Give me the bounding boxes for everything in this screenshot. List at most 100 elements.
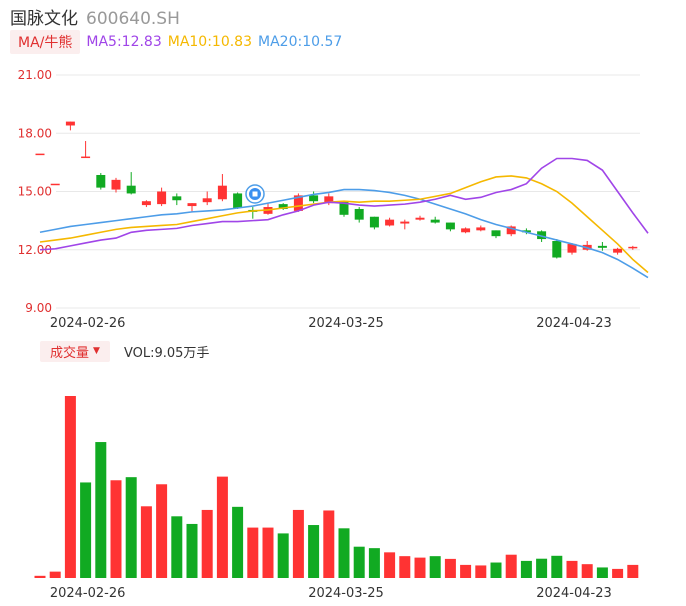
event-marker-icon[interactable] [245,184,265,204]
volume-bar [460,564,472,578]
caret-down-icon: ▼ [93,346,100,356]
volume-bar [292,509,304,578]
ma20-line [39,188,649,279]
volume-bar [232,506,244,578]
candle-body [35,153,45,156]
candle-body [157,191,167,205]
candle-body [324,196,334,204]
volume-bar [627,564,639,578]
volume-legend: 成交量 ▼ VOL:9.05万手 [40,340,209,362]
volume-bar [566,560,578,578]
candle-body [552,241,562,258]
volume-selector-button[interactable]: 成交量 ▼ [40,340,110,362]
volume-bar [262,527,274,578]
volume-bar [308,525,320,578]
price-y-tick-label: 18.00 [18,126,52,140]
candle-body [111,179,121,190]
stock-header: 国脉文化 600640.SH [10,4,180,29]
candle-body [233,193,243,209]
price-y-axis: 21.00 18.00 15.00 12.00 9.00 [18,68,52,315]
candle-body [354,208,364,220]
candle-body [141,201,151,206]
volume-x-tick-label: 2024-02-26 [50,586,126,601]
volume-bar [34,575,46,578]
volume-bar [95,442,107,578]
volume-bar [399,556,411,578]
ma-selector-button[interactable]: MA/牛熊 [10,30,81,54]
ma20-label: MA20:10.57 [258,34,343,50]
price-x-axis: 2024-02-26 2024-03-25 2024-04-23 [50,316,612,331]
candle-body [339,201,349,215]
candle-body [81,156,91,159]
volume-bar [140,506,152,578]
ma5-line [39,157,649,251]
candle-body [50,183,60,186]
candle-body [567,243,577,253]
candle-body [293,195,303,211]
price-grid [56,74,640,309]
ma10-line [39,175,649,274]
volume-bar [49,571,61,578]
ma-legend: MA/牛熊 MA5:12.83 MA10:10.83 MA20:10.57 [10,30,342,54]
volume-bar [186,523,198,578]
volume-bar [110,480,122,578]
volume-chart[interactable]: 2024-02-26 2024-03-25 2024-04-23 [0,366,686,606]
candle-body [628,246,638,249]
candle-body [461,228,471,233]
volume-bar [612,568,624,578]
stock-code: 600640.SH [86,9,180,29]
price-y-tick-label: 9.00 [25,301,52,315]
volume-bar [216,476,228,578]
volume-bar [125,477,137,578]
volume-bar [536,558,548,578]
volume-bar [156,484,168,578]
candle-body [385,219,395,226]
volume-bar [201,509,213,578]
volume-bar [581,564,593,578]
volume-bar [277,533,289,578]
price-y-tick-label: 12.00 [18,243,52,257]
candle-body [506,226,516,235]
volume-selector-label: 成交量 [50,345,90,361]
price-x-tick-label: 2024-03-25 [308,316,384,331]
volume-x-tick-label: 2024-03-25 [308,586,384,601]
candle-body [597,245,607,248]
volume-bar [551,555,563,578]
stock-name: 国脉文化 [10,9,78,29]
volume-bar [64,396,76,578]
candle-body [172,196,182,201]
ma10-label: MA10:10.83 [167,34,253,50]
candle-body [217,185,227,200]
candle-body [400,221,410,224]
volume-x-tick-label: 2024-04-23 [536,586,612,601]
price-y-tick-label: 21.00 [18,68,52,82]
candle-body [278,204,288,209]
candle-body [309,195,319,202]
volume-bar [353,546,365,578]
candle-body [96,174,106,188]
candle-body [537,231,547,240]
candle-body [126,185,136,194]
volume-bar [384,552,396,578]
price-y-tick-label: 15.00 [18,185,52,199]
volume-bar [475,565,487,578]
volume-bar [338,528,350,578]
candle-body [202,198,212,203]
candle-body [65,121,75,126]
volume-bar [247,527,259,578]
candle-body [476,227,486,231]
candle-body [521,230,531,233]
candle-body [445,222,455,230]
volume-bar [490,562,502,578]
volume-bar [596,567,608,578]
volume-bar-series [34,396,639,578]
candle-body [369,216,379,228]
price-x-tick-label: 2024-04-23 [536,316,612,331]
ma5-label: MA5:12.83 [86,34,162,50]
candle-body [613,248,623,253]
candle-body [187,203,197,207]
volume-bar [171,516,183,578]
volume-bar [520,560,532,578]
volume-bar [505,554,517,578]
